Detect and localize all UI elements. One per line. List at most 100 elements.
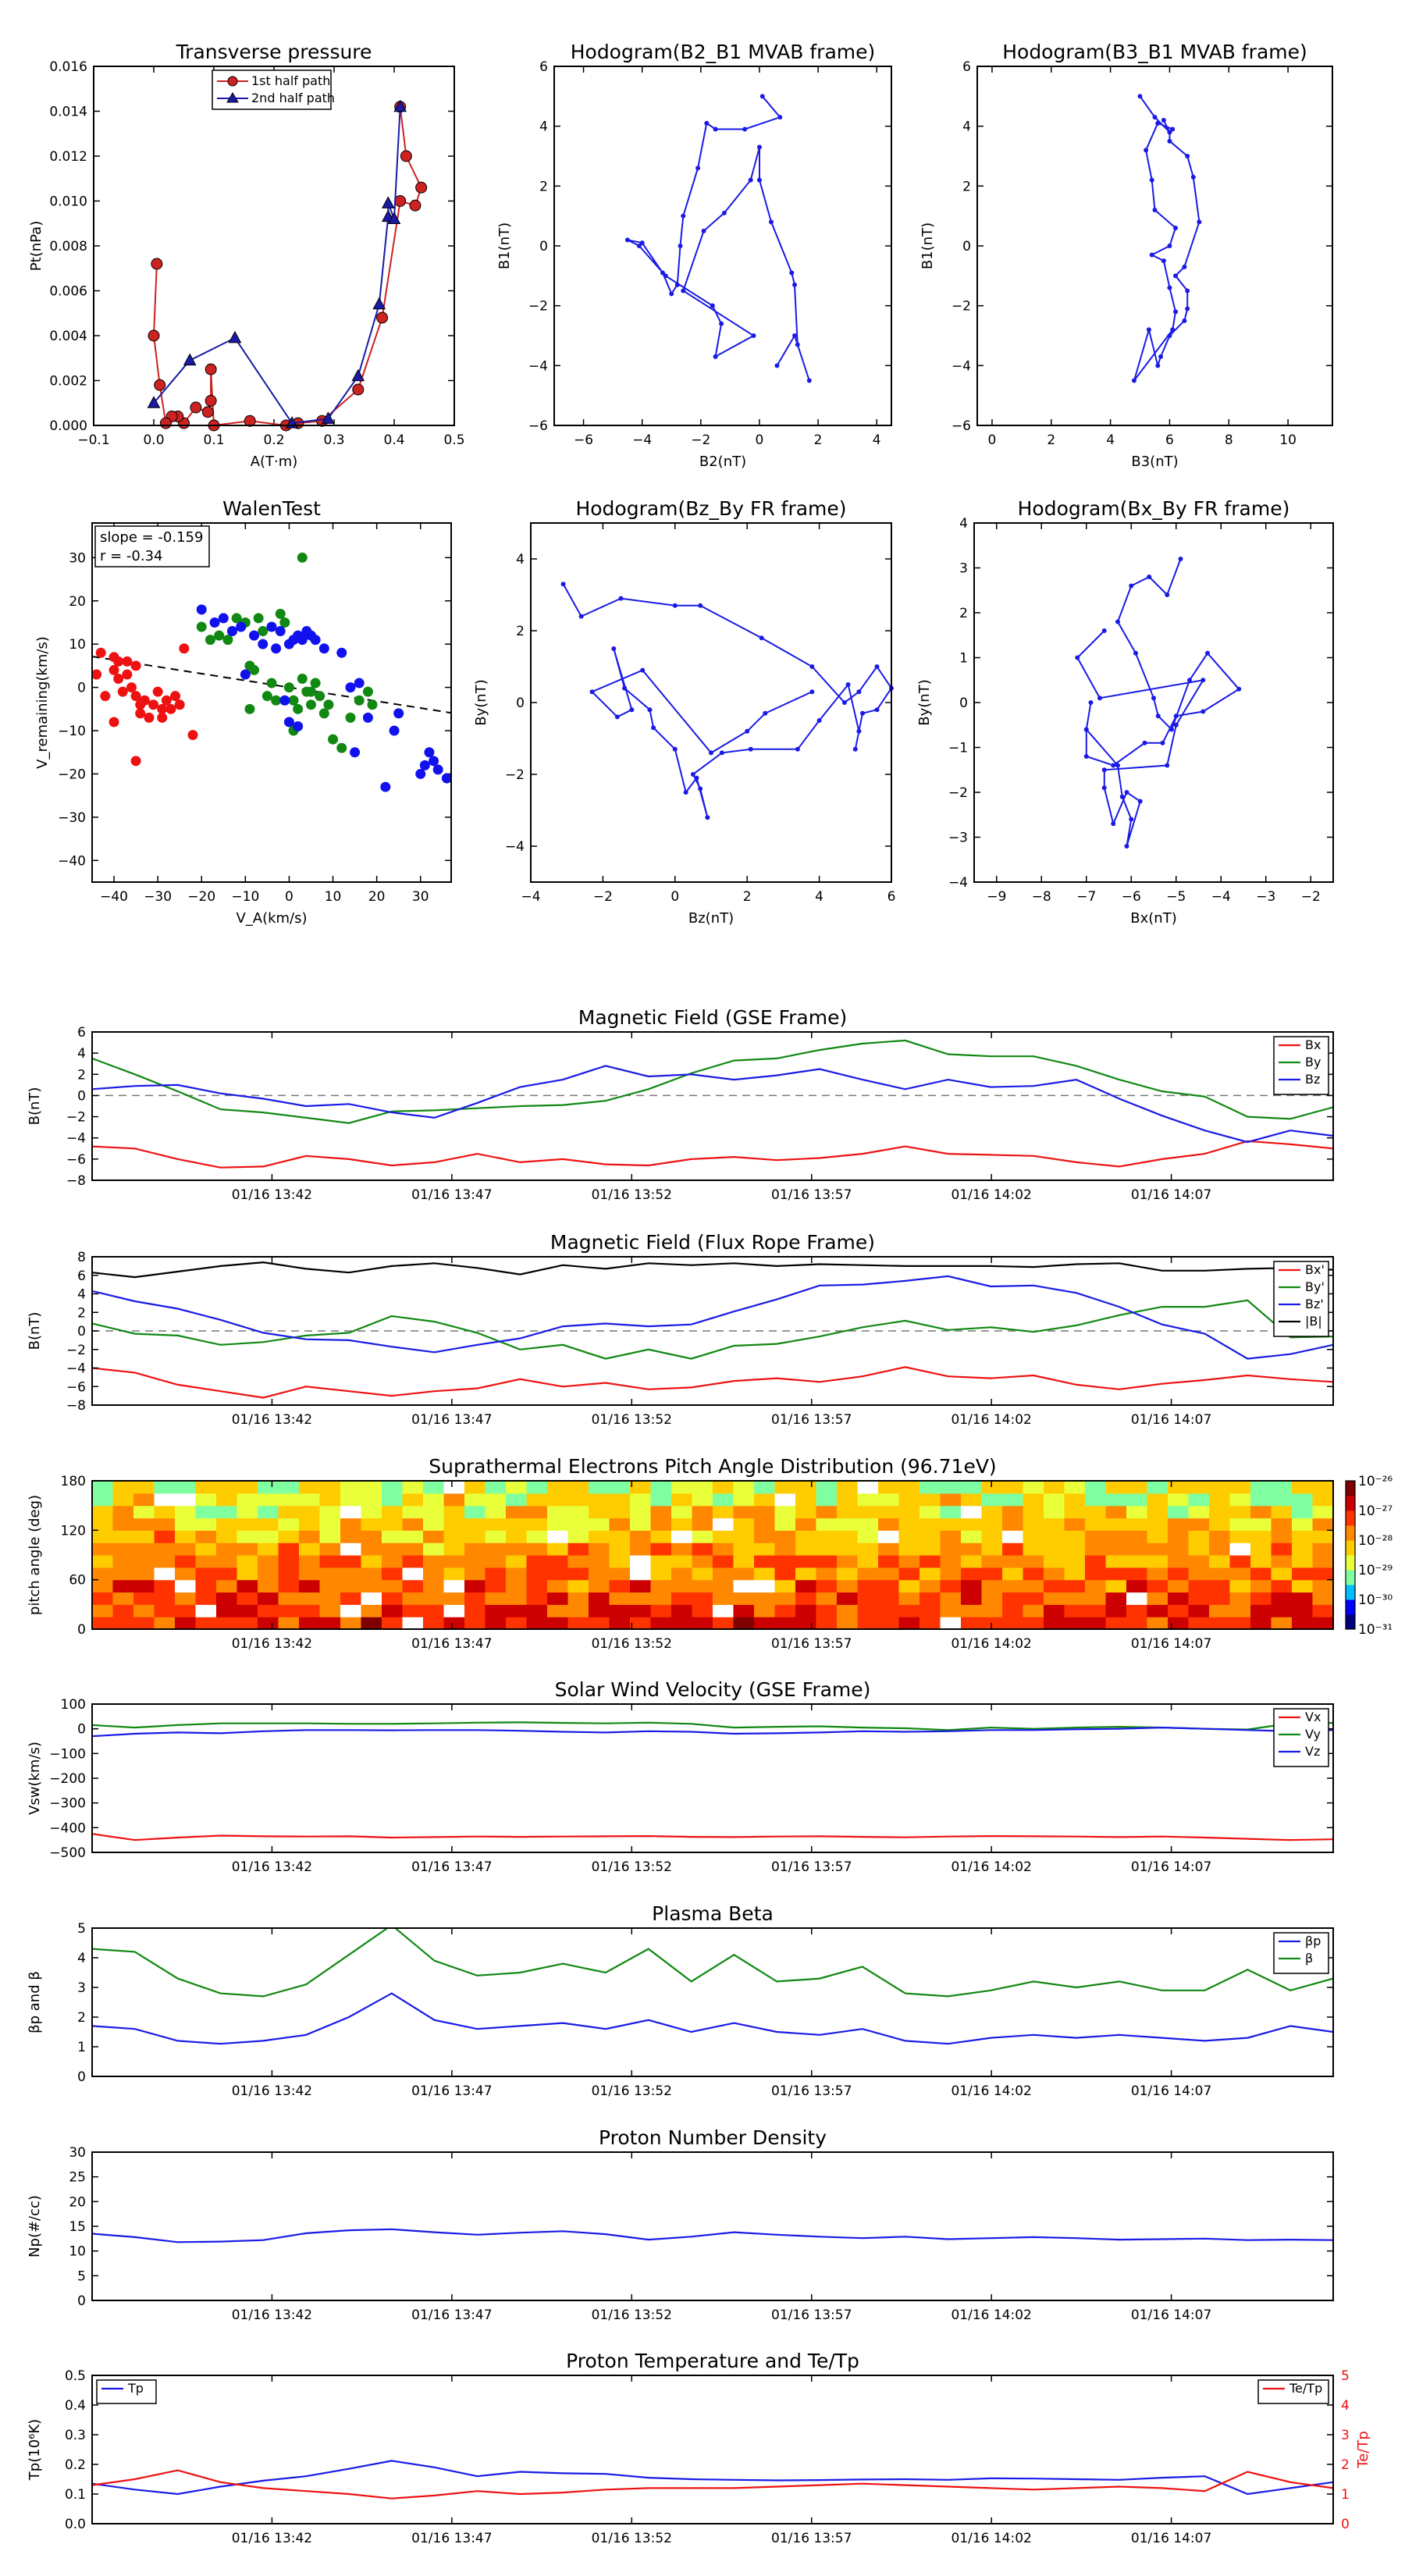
data-point — [279, 617, 290, 628]
heatmap-cell — [154, 1579, 176, 1593]
data-point — [159, 417, 172, 429]
x-tick-label: −20 — [187, 889, 215, 905]
x-tick-label: 01/16 13:42 — [232, 2307, 312, 2323]
heatmap-cell — [526, 1517, 548, 1531]
data-point — [354, 695, 365, 706]
data-point — [1200, 709, 1206, 714]
data-point — [1167, 333, 1172, 338]
heatmap-cell — [133, 1517, 155, 1531]
heatmap-cell — [237, 1505, 258, 1519]
data-point — [393, 708, 404, 719]
heatmap-cell — [816, 1481, 838, 1494]
data-point — [1151, 696, 1156, 701]
data-point — [161, 695, 172, 706]
panel-walen_test: WalenTest −40 −30 −20 −10 0 10 20 30 −40 −30 −20 −10… — [34, 497, 452, 927]
y-tick-label: 2 — [959, 606, 968, 621]
data-point — [190, 401, 202, 414]
heatmap-cell — [609, 1530, 631, 1543]
heatmap-cell — [506, 1555, 528, 1568]
heatmap-cell — [1147, 1493, 1168, 1507]
chart-title: Hodogram(B2_B1 MVAB frame) — [571, 41, 876, 63]
heatmap-cell — [1105, 1493, 1127, 1507]
heatmap-cell — [216, 1604, 238, 1617]
panel-pad: Suprathermal Electrons Pitch Angle Distr… — [27, 1455, 1393, 1652]
legend-label: By' — [1305, 1279, 1325, 1294]
plot-frame — [91, 1480, 1334, 1630]
heatmap-cell — [547, 1617, 569, 1630]
data-point — [279, 695, 290, 706]
data-point — [860, 710, 866, 716]
data-point — [362, 686, 373, 697]
data-point — [165, 703, 176, 714]
colorbar-tick-label: 10⁻³⁰ — [1358, 1592, 1393, 1608]
chart-title: WalenTest — [222, 497, 321, 520]
data-point — [710, 303, 715, 308]
heatmap-cell — [340, 1481, 362, 1494]
y2-tick-label: 4 — [1341, 2398, 1350, 2414]
data-point — [759, 94, 765, 99]
x-tick-label: 10 — [325, 889, 342, 905]
heatmap-cell — [650, 1530, 672, 1543]
heatmap-cell — [402, 1555, 424, 1568]
x-tick-label: −30 — [144, 889, 172, 905]
r-label: r = -0.34 — [100, 548, 163, 564]
heatmap-cell — [609, 1617, 631, 1630]
x-tick-label: 01/16 13:52 — [592, 1859, 672, 1875]
data-point — [1236, 686, 1242, 692]
x-tick-label: 0.4 — [383, 432, 404, 448]
heatmap-cell — [154, 1505, 176, 1519]
colorbar-tick-label: 10⁻²⁸ — [1358, 1533, 1393, 1549]
heatmap-cell — [795, 1481, 817, 1494]
x-tick-label: 01/16 14:02 — [951, 2083, 1031, 2099]
data-point — [751, 333, 756, 338]
x-tick-label: 4 — [1106, 432, 1115, 448]
heatmap-cell — [443, 1604, 465, 1617]
x-tick-label: 0.3 — [323, 432, 344, 448]
heatmap-cell — [609, 1493, 631, 1507]
heatmap-cell — [961, 1617, 983, 1630]
colorbar-tick-label: 10⁻²⁷ — [1358, 1503, 1393, 1519]
heatmap-cell — [1044, 1493, 1065, 1507]
heatmap-cell — [1085, 1555, 1107, 1568]
data-point — [95, 647, 106, 658]
data-point — [157, 712, 168, 723]
heatmap-cell — [1085, 1579, 1107, 1593]
heatmap-cell — [774, 1505, 796, 1519]
heatmap-cell — [609, 1542, 631, 1556]
legend-label: Vx — [1305, 1710, 1321, 1724]
heatmap-cell — [816, 1592, 838, 1605]
heatmap-cell — [630, 1542, 652, 1556]
data-point — [441, 773, 451, 784]
data-point — [218, 613, 229, 624]
heatmap-cell — [506, 1567, 528, 1581]
heatmap-cell — [92, 1481, 114, 1494]
heatmap-cell — [1044, 1617, 1065, 1630]
heatmap-cell — [195, 1530, 217, 1543]
heatmap-cell — [795, 1579, 817, 1593]
data-point — [139, 695, 150, 706]
heatmap-cell — [1105, 1567, 1127, 1581]
data-point — [1161, 118, 1166, 123]
y-tick-label: 0.000 — [49, 418, 87, 434]
y-tick-label: 0 — [77, 1622, 86, 1638]
heatmap-cell — [650, 1567, 672, 1581]
heatmap-cell — [609, 1592, 631, 1605]
heatmap-cell — [112, 1530, 134, 1543]
heatmap-cell — [1064, 1604, 1086, 1617]
heatmap-cell — [258, 1567, 279, 1581]
x-tick-label: 01/16 14:07 — [1131, 1636, 1211, 1652]
heatmap-cell — [526, 1505, 548, 1519]
heatmap-cell — [1002, 1493, 1024, 1507]
heatmap-cell — [443, 1592, 465, 1605]
data-point — [266, 678, 277, 688]
heatmap-cell — [1229, 1530, 1251, 1543]
data-point — [1111, 821, 1116, 827]
heatmap-cell — [278, 1530, 300, 1543]
y-axis-label: βp and β — [27, 1971, 43, 2033]
y-tick-label: 0 — [516, 696, 525, 711]
heatmap-cell — [567, 1579, 589, 1593]
y-tick-label: 6 — [77, 1268, 86, 1284]
heatmap-cell — [175, 1481, 197, 1494]
heatmap-cell — [382, 1579, 404, 1593]
data-point — [748, 746, 753, 752]
